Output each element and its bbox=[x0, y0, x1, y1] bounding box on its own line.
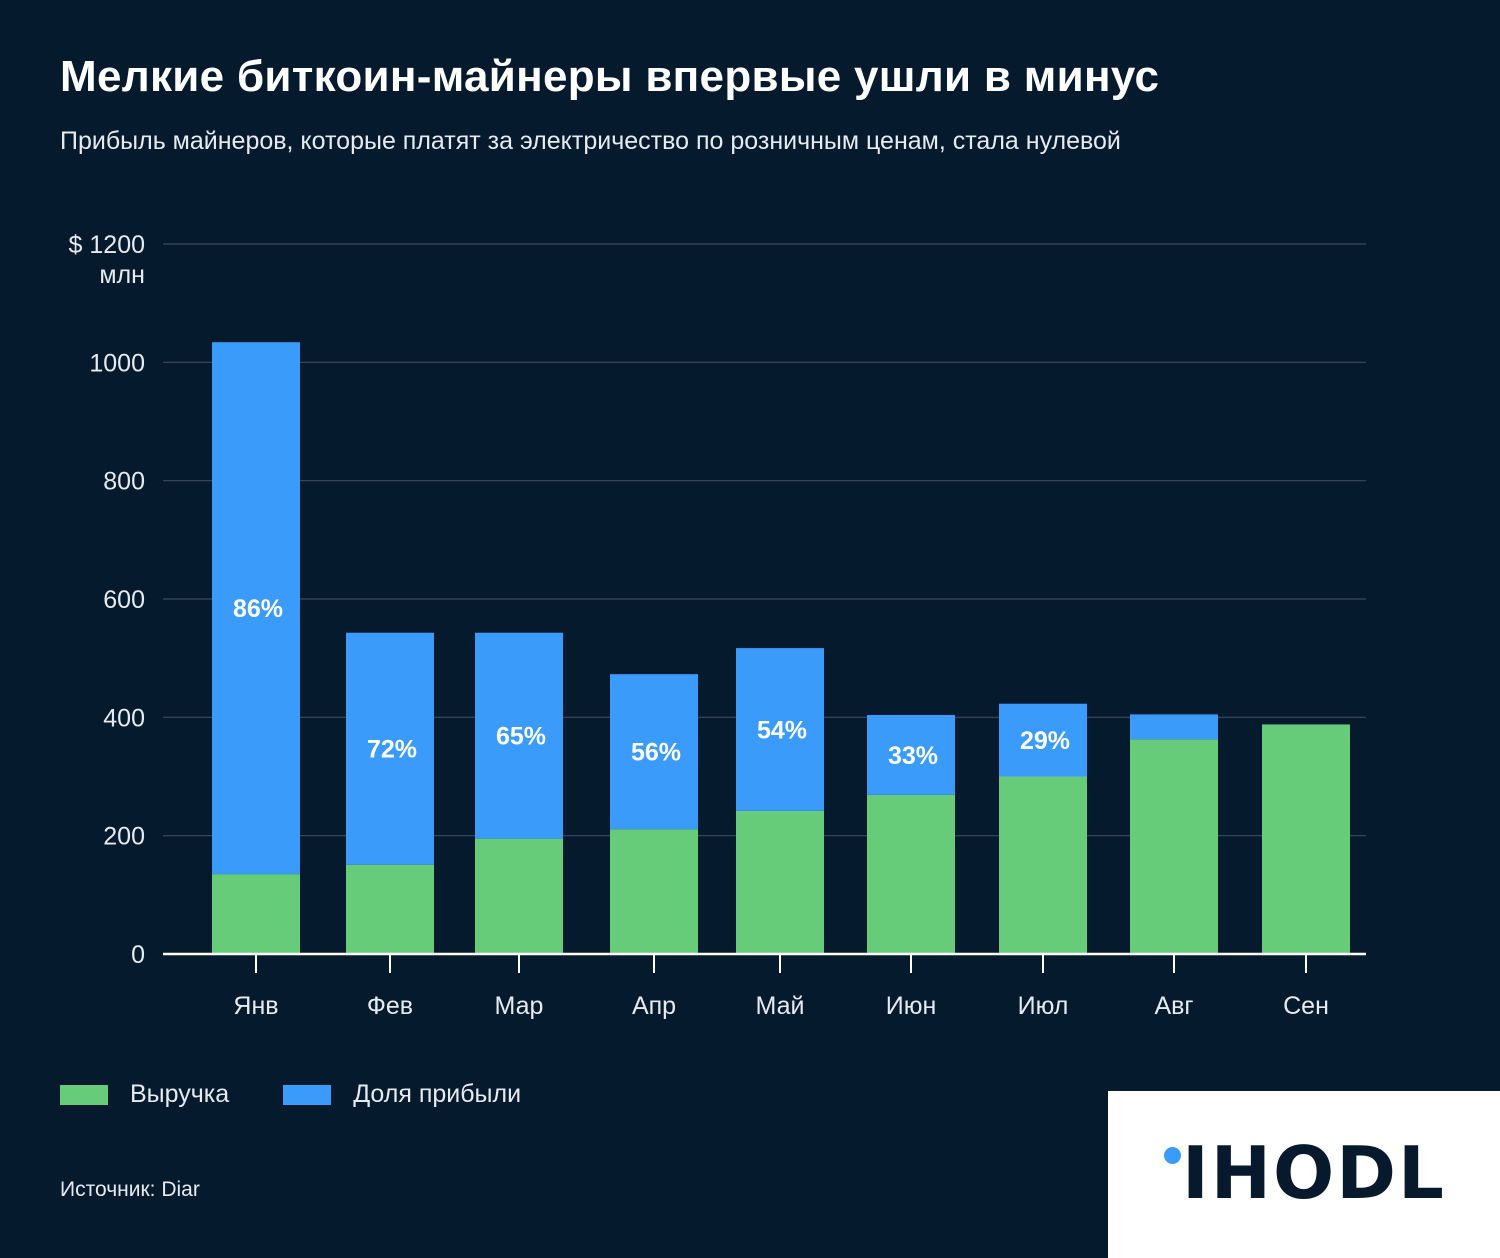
bar-revenue-3 bbox=[610, 829, 698, 954]
logo-text: IHODL bbox=[1182, 1131, 1446, 1215]
y-tick-label-600: 600 bbox=[103, 586, 145, 614]
data-label-1: 72% bbox=[367, 736, 417, 764]
legend-label-revenue: Выручка bbox=[130, 1080, 230, 1108]
y-unit-label: млн bbox=[99, 261, 145, 289]
x-tick-label-2: Мар bbox=[495, 992, 544, 1020]
legend-swatch-profit bbox=[283, 1084, 332, 1105]
bar-revenue-8 bbox=[1262, 724, 1350, 954]
y-tick-label-0: 0 bbox=[131, 941, 145, 969]
bar-revenue-4 bbox=[736, 810, 824, 954]
data-label-2: 65% bbox=[496, 723, 546, 751]
y-tick-label-1000: 1000 bbox=[89, 349, 145, 377]
bar-revenue-1 bbox=[346, 864, 434, 954]
x-tick-label-0: Янв bbox=[233, 992, 278, 1020]
bar-profit-4 bbox=[736, 648, 824, 811]
data-label-3: 56% bbox=[631, 739, 681, 767]
logo-dot-icon bbox=[1164, 1147, 1181, 1164]
x-tick-label-1: Фев bbox=[367, 992, 413, 1020]
x-tick-label-4: Май bbox=[756, 992, 805, 1020]
legend-label-profit: Доля прибыли bbox=[353, 1080, 522, 1108]
chart-subtitle: Прибыль майнеров, которые платят за элек… bbox=[60, 127, 1121, 155]
legend-item-revenue: Выручка bbox=[60, 1080, 229, 1109]
y-tick-label-800: 800 bbox=[103, 468, 145, 496]
data-label-4: 54% bbox=[757, 716, 807, 744]
legend-item-profit: Доля прибыли bbox=[283, 1080, 521, 1109]
chart-title: Мелкие биткоин-майнеры впервые ушли в ми… bbox=[60, 52, 1160, 101]
data-label-6: 29% bbox=[1020, 727, 1070, 755]
bar-revenue-2 bbox=[475, 838, 563, 954]
bar-profit-2 bbox=[475, 632, 563, 839]
bar-profit-3 bbox=[610, 674, 698, 830]
bar-revenue-6 bbox=[999, 776, 1087, 954]
x-tick-label-7: Авг bbox=[1154, 992, 1193, 1020]
bar-revenue-0 bbox=[212, 874, 300, 954]
source-note: Источник: Diar bbox=[60, 1178, 200, 1201]
x-tick-label-5: Июн bbox=[886, 992, 937, 1020]
y-tick-label-1200: $ 1200 bbox=[69, 231, 145, 259]
logo: IHODL bbox=[1108, 1091, 1500, 1258]
x-tick-label-3: Апр bbox=[632, 992, 676, 1020]
bar-profit-0 bbox=[212, 342, 300, 875]
y-tick-label-400: 400 bbox=[103, 704, 145, 732]
bar-profit-5 bbox=[867, 714, 955, 795]
bar-profit-7 bbox=[1130, 714, 1218, 740]
bar-revenue-5 bbox=[867, 794, 955, 954]
y-tick-label-200: 200 bbox=[103, 823, 145, 851]
x-tick-label-8: Сен bbox=[1283, 992, 1329, 1020]
bar-profit-6 bbox=[999, 703, 1087, 777]
legend: Выручка Доля прибыли bbox=[60, 1080, 575, 1109]
x-tick-label-6: Июл bbox=[1018, 992, 1069, 1020]
bar-profit-1 bbox=[346, 632, 434, 865]
legend-swatch-revenue bbox=[60, 1084, 108, 1105]
bar-revenue-7 bbox=[1130, 739, 1218, 954]
data-label-5: 33% bbox=[888, 742, 938, 770]
data-label-0: 86% bbox=[233, 595, 283, 623]
